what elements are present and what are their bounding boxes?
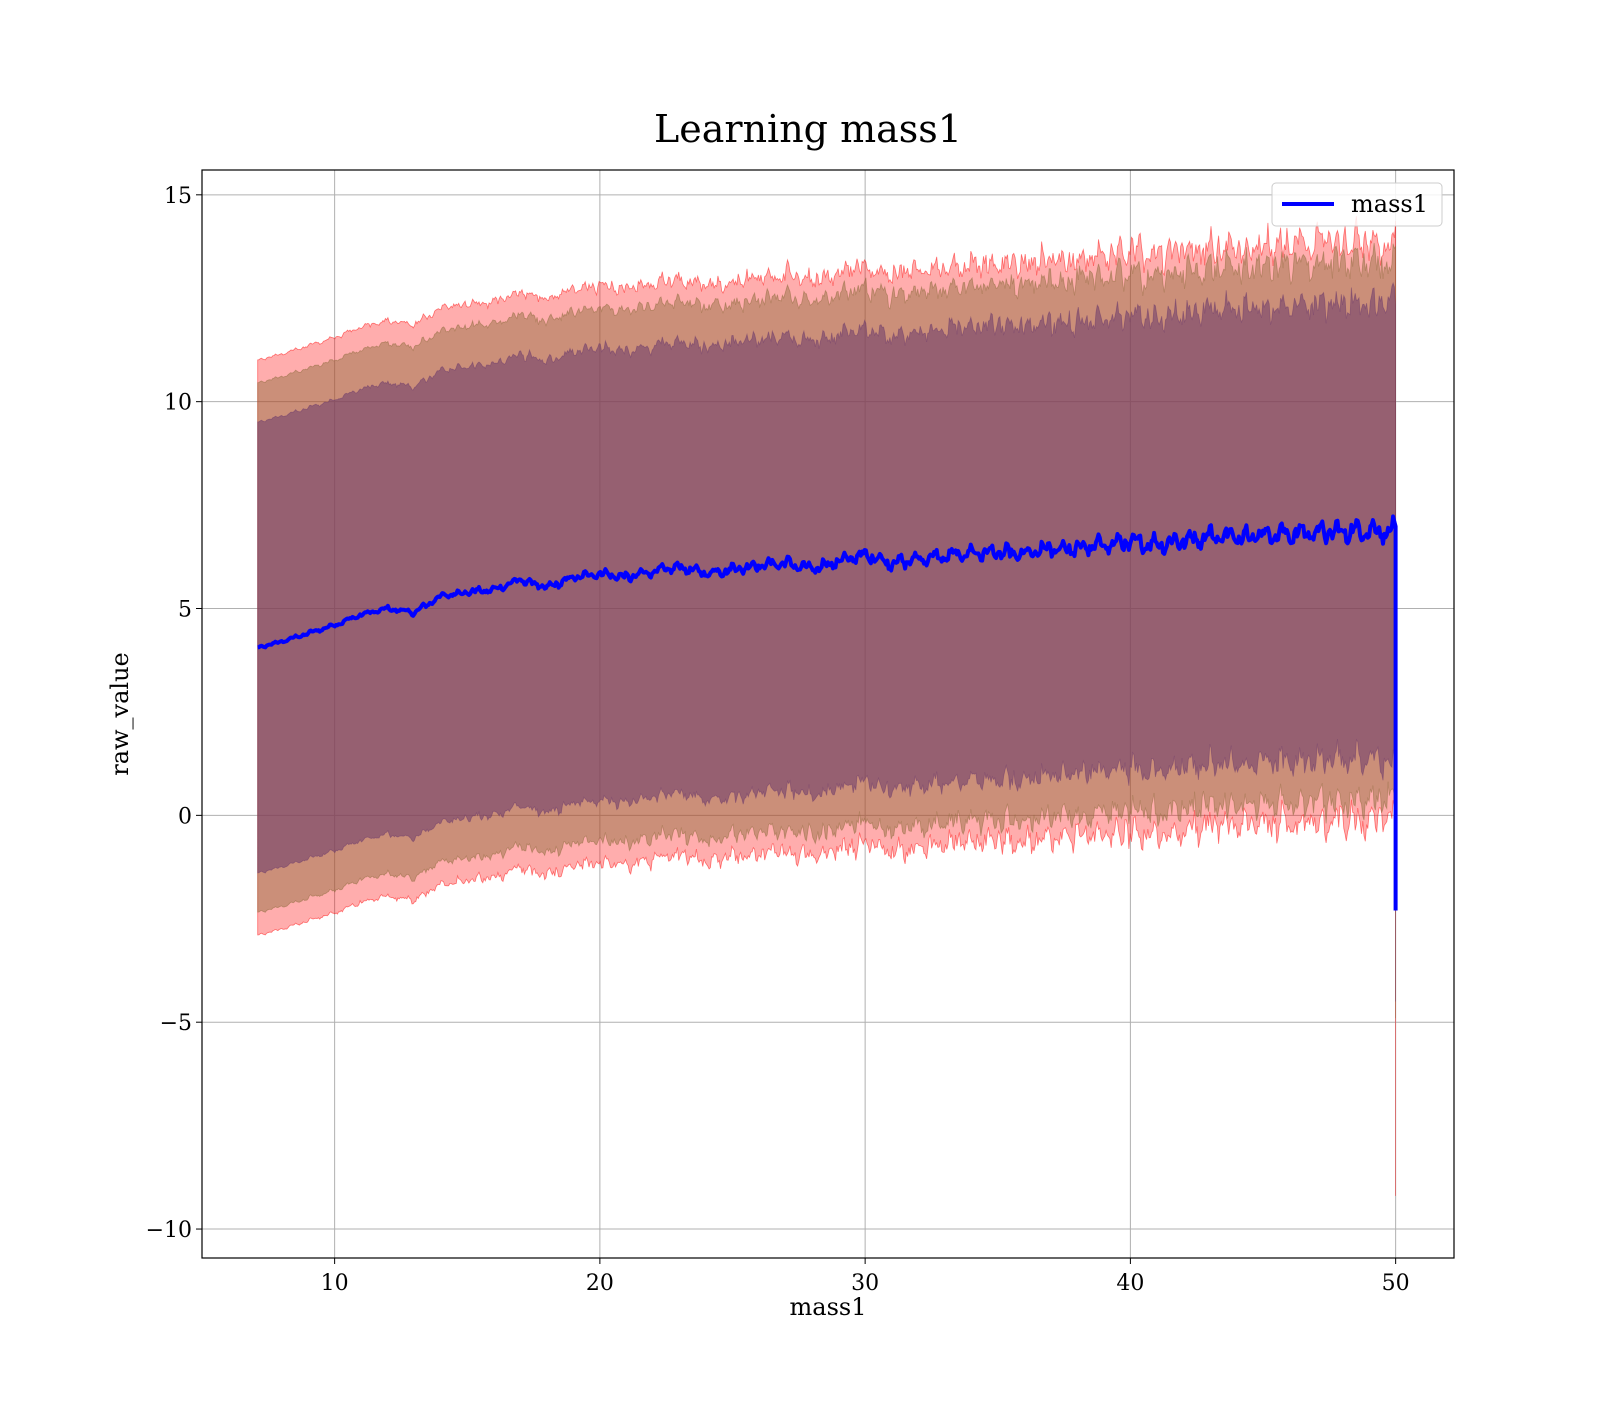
y-tick-label: 0: [178, 804, 192, 829]
x-axis-label: mass1: [790, 1293, 867, 1321]
y-tick-label: 5: [178, 598, 192, 623]
series-line-mass1: [257, 514, 1398, 911]
y-axis-label: raw_value: [106, 652, 134, 776]
legend: mass1: [1271, 182, 1443, 227]
x-tick-label: 10: [321, 1271, 349, 1296]
x-tick-label: 30: [851, 1271, 879, 1296]
y-tick-label: −10: [146, 1218, 192, 1243]
y-axis-ticks: −10 −5 0 5 10 15: [146, 184, 202, 1243]
x-tick-label: 40: [1116, 1271, 1144, 1296]
x-axis-ticks: 10 20 30 40 50: [321, 1258, 1410, 1296]
legend-frame: [1271, 182, 1443, 227]
legend-label-mass1: mass1: [1351, 190, 1428, 218]
x-tick-label: 50: [1382, 1271, 1410, 1296]
chart-title: Learning mass1: [654, 107, 962, 151]
plot-frame: [201, 169, 1455, 1259]
confidence-bands: [257, 216, 1396, 1196]
y-tick-label: 10: [164, 391, 192, 416]
x-tick-label: 20: [586, 1271, 614, 1296]
series-lines: [257, 514, 1398, 911]
y-tick-label: 15: [164, 184, 192, 209]
y-tick-label: −5: [160, 1011, 192, 1036]
